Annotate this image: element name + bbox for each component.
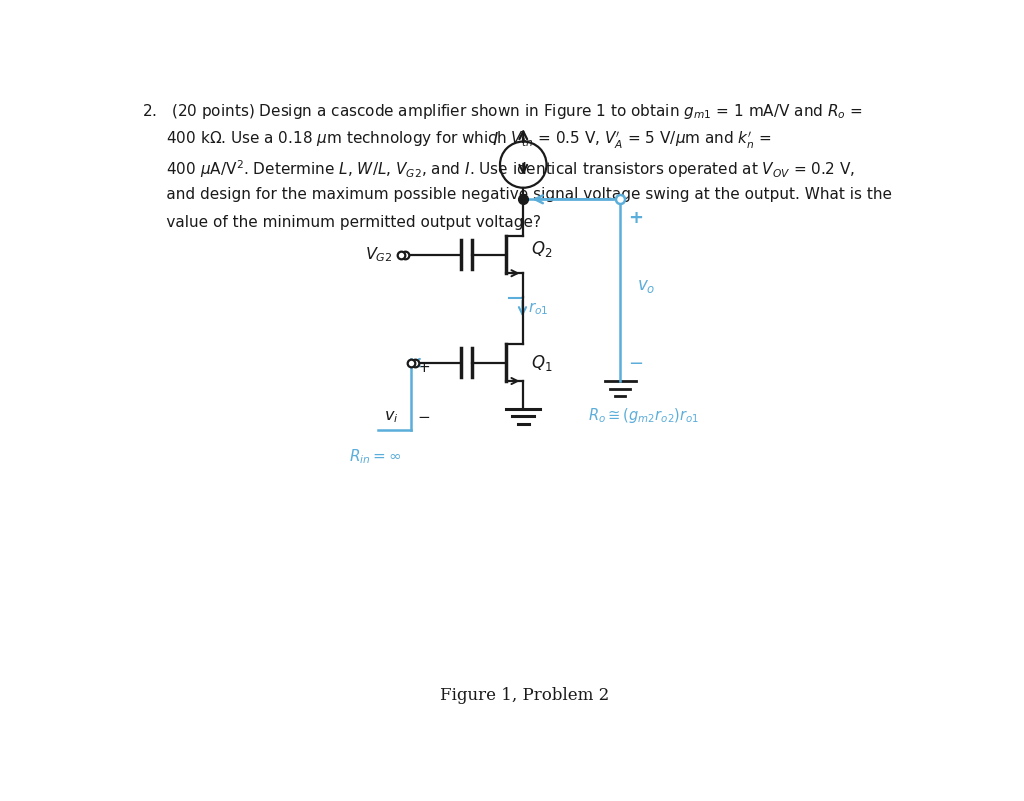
Text: $v_o$: $v_o$ [637,278,655,295]
Text: 2.   (20 points) Design a cascode amplifier shown in Figure 1 to obtain $g_{m1}$: 2. (20 points) Design a cascode amplifie… [142,103,863,121]
Text: $-$: $-$ [417,409,430,424]
Text: and design for the maximum possible negative signal voltage swing at the output.: and design for the maximum possible nega… [142,187,892,202]
Text: 400 k$\Omega$. Use a 0.18 $\mu$m technology for which $V_{tn}$ = 0.5 V, $V_A'$ =: 400 k$\Omega$. Use a 0.18 $\mu$m technol… [142,131,772,151]
Text: +: + [628,208,643,227]
Text: $r_{o1}$: $r_{o1}$ [528,300,549,317]
Text: $R_{in} = \infty$: $R_{in} = \infty$ [349,447,401,466]
Text: Figure 1, Problem 2: Figure 1, Problem 2 [440,687,609,704]
Text: $v_i$: $v_i$ [384,408,398,425]
Text: $V_{G2}$: $V_{G2}$ [366,245,393,264]
Text: $Q_2$: $Q_2$ [531,239,552,260]
Text: $I$: $I$ [492,131,499,149]
Text: +: + [417,360,430,375]
Text: value of the minimum permitted output voltage?: value of the minimum permitted output vo… [142,215,541,230]
Text: $R_o \cong (g_{m2}r_{o2})r_{o1}$: $R_o \cong (g_{m2}r_{o2})r_{o1}$ [588,405,699,425]
Text: $-$: $-$ [628,352,643,371]
Text: 400 $\mu$A/V$^2$. Determine $L$, $W/L$, $V_{G2}$, and $I$. Use identical transis: 400 $\mu$A/V$^2$. Determine $L$, $W/L$, … [142,159,855,180]
Text: $Q_1$: $Q_1$ [531,352,553,372]
